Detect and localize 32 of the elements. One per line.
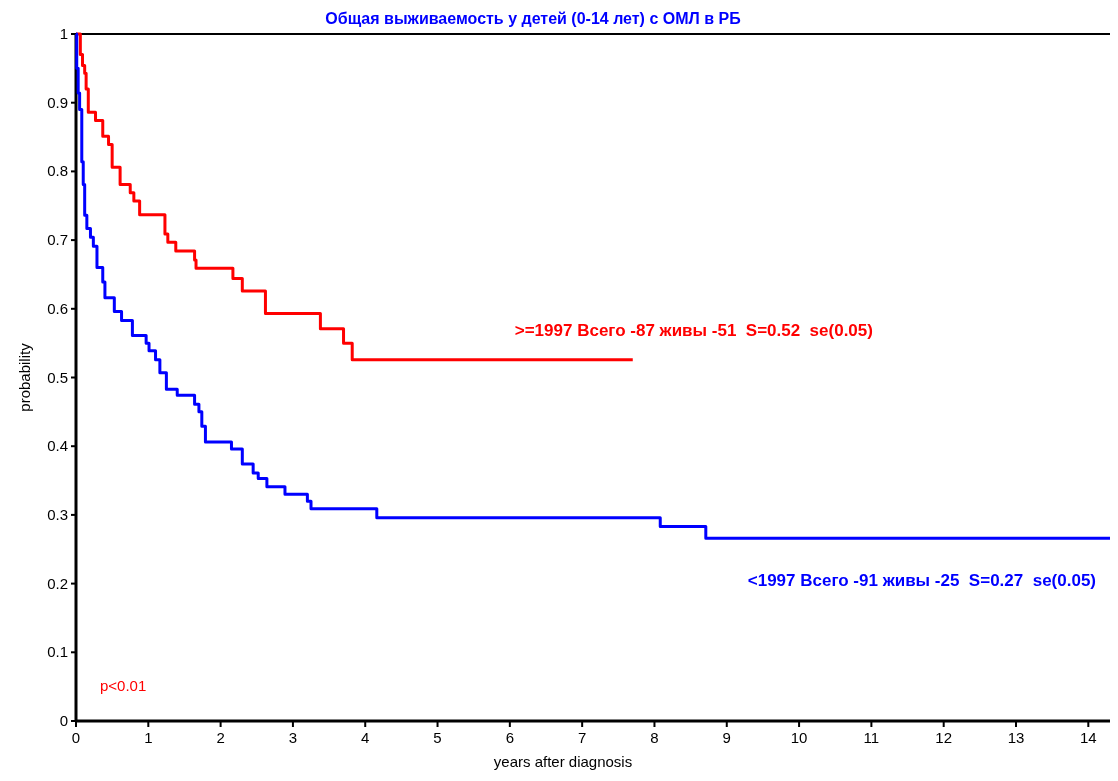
chart-title: Общая выживаемость у детей (0-14 лет) с ОМЛ в РБ [325, 10, 741, 27]
y-tick-label: 0.7 [47, 231, 68, 249]
annotation: p<0.01 [100, 677, 147, 694]
y-tick-label: 1 [59, 25, 68, 42]
x-tick-label: 0 [71, 729, 81, 746]
x-tick-label: 1 [144, 729, 153, 746]
x-axis-title: years after diagnosis [493, 753, 633, 770]
x-tick-label: 8 [650, 729, 659, 746]
x-tick-label: 3 [288, 729, 298, 746]
y-axis-title: probability [16, 342, 33, 412]
y-tick-label: 0.9 [47, 93, 68, 111]
y-tick-label: 0.8 [47, 162, 68, 180]
x-tick-label: 10 [790, 729, 808, 746]
x-tick-label: 11 [863, 729, 880, 746]
x-tick-label: 2 [216, 729, 225, 746]
x-tick-label: 6 [505, 729, 515, 746]
series-label: <1997 Всего -91 живы -25 S=0.27 se(0.05) [747, 571, 1096, 591]
y-tick-label: 0 [59, 712, 68, 729]
y-tick-label: 0.2 [47, 574, 68, 592]
y-tick-label: 0.6 [47, 299, 68, 317]
x-tick-label: 5 [433, 729, 442, 746]
x-tick-label: 14 [1079, 729, 1097, 746]
series-label: >=1997 Всего -87 живы -51 S=0.52 se(0.05) [514, 320, 873, 340]
x-tick-label: 12 [935, 729, 953, 746]
x-tick-label: 4 [361, 729, 370, 746]
y-tick-label: 0.3 [47, 505, 68, 523]
x-tick-label: 7 [577, 729, 587, 746]
y-tick-label: 0.1 [47, 643, 68, 661]
y-tick-label: 0.4 [47, 437, 68, 455]
y-tick-label: 0.5 [47, 368, 68, 386]
x-tick-label: 13 [1007, 729, 1025, 746]
x-tick-label: 9 [722, 729, 731, 746]
